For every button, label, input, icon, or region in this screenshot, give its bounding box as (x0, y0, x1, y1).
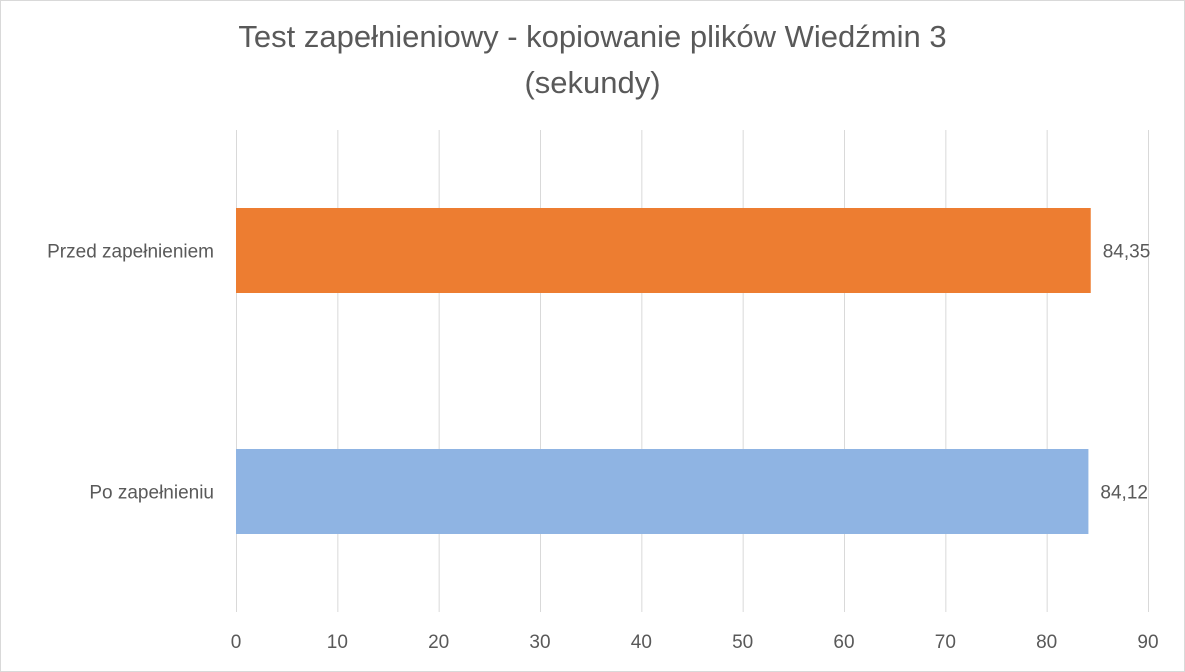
bar (236, 208, 1091, 293)
x-tick-label: 30 (529, 632, 550, 653)
x-tick-label: 70 (935, 632, 956, 653)
data-label: 84,12 (1100, 483, 1148, 504)
category-label: Przed zapełnieniem (47, 242, 214, 263)
x-tick-label: 80 (1036, 632, 1057, 653)
chart-subtitle: (sekundy) (524, 65, 661, 100)
chart-title-line: Test zapełnieniowy - kopiowanie plików W… (238, 19, 947, 54)
data-labels: 84,35 84,12 (1100, 242, 1150, 504)
x-axis-ticks: 0 10 20 30 40 50 60 70 80 90 (231, 632, 1159, 653)
category-labels: Przed zapełnieniem Po zapełnieniu (47, 242, 214, 504)
x-tick-label: 20 (428, 632, 449, 653)
x-tick-label: 60 (833, 632, 854, 653)
x-tick-label: 90 (1137, 632, 1158, 653)
chart-title: Test zapełnieniowy - kopiowanie plików W… (0, 14, 1185, 106)
data-label: 84,35 (1103, 242, 1151, 263)
bars (236, 208, 1091, 534)
category-label: Po zapełnieniu (89, 483, 214, 504)
x-tick-label: 0 (231, 632, 242, 653)
x-tick-label: 50 (732, 632, 753, 653)
x-tick-label: 10 (327, 632, 348, 653)
x-tick-label: 40 (631, 632, 652, 653)
gridlines (236, 130, 1149, 612)
bar (236, 449, 1089, 534)
